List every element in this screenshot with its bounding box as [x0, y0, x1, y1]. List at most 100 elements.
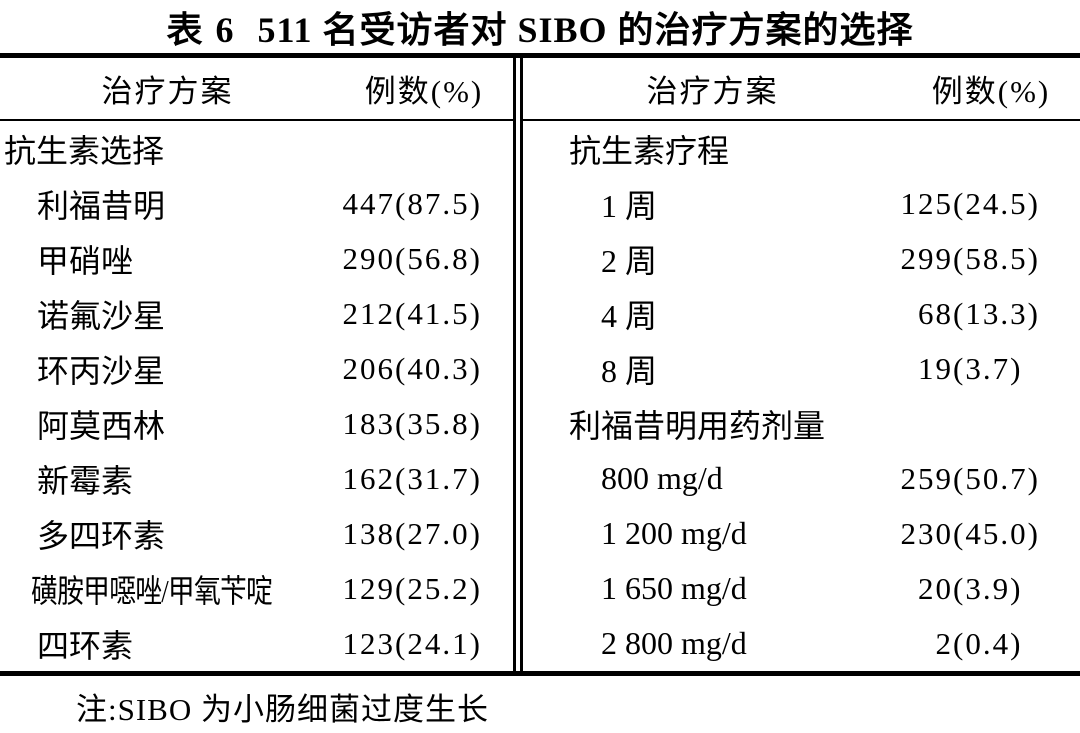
row-value: 20 (3.9)	[896, 571, 1071, 607]
table-row: 新霉素 162 (31.7)	[0, 451, 513, 506]
table-row: 1 200 mg/d 230 (45.0)	[523, 506, 1080, 561]
row-value: 129 (25.2)	[338, 571, 513, 607]
row-value: 138 (27.0)	[338, 516, 513, 552]
row-count: 206	[342, 350, 395, 386]
row-count: 259	[900, 460, 953, 496]
row-count: 183	[342, 405, 395, 441]
row-pct: (40.3)	[395, 350, 482, 386]
row-label: 环丙沙星	[37, 352, 166, 389]
row-label: 4 周	[601, 297, 658, 334]
row-count: 230	[900, 515, 953, 551]
col-header-cases: 例数(%)	[931, 74, 1051, 109]
row-count: 20	[918, 570, 953, 606]
row-label: 多四环素	[37, 517, 166, 554]
row-count: 138	[342, 515, 395, 551]
row-label: 磺胺甲噁唑/甲氧苄啶	[31, 572, 273, 609]
row-value: 19 (3.7)	[896, 351, 1071, 387]
row-count: 19	[918, 350, 953, 386]
category-row: 抗生素选择	[0, 121, 513, 176]
right-header-row: 治疗方案 例数(%)	[523, 58, 1080, 121]
row-label: 甲硝唑	[37, 242, 134, 279]
row-pct: (41.5)	[395, 295, 482, 331]
table-row: 甲硝唑 290 (56.8)	[0, 231, 513, 286]
row-value: 125 (24.5)	[896, 186, 1071, 222]
right-panel: 治疗方案 例数(%) 抗生素疗程 1 周 125 (24.5) 2 周	[523, 58, 1080, 671]
row-count: 68	[918, 295, 953, 331]
row-count: 123	[342, 625, 395, 661]
row-pct: (27.0)	[395, 515, 482, 551]
row-label: 1 200 mg/d	[601, 515, 747, 551]
table-row: 8 周 19 (3.7)	[523, 341, 1080, 396]
row-value: 230 (45.0)	[896, 516, 1071, 552]
right-body: 抗生素疗程 1 周 125 (24.5) 2 周 299 (58.5)	[523, 121, 1080, 671]
row-count: 299	[900, 240, 953, 276]
row-pct: (0.4)	[953, 625, 1023, 661]
row-pct: (87.5)	[395, 185, 482, 221]
row-label: 阿莫西林	[37, 407, 166, 444]
row-label: 抗生素选择	[4, 132, 165, 169]
row-pct: (25.2)	[395, 570, 482, 606]
row-pct: (50.7)	[953, 460, 1040, 496]
table-row: 4 周 68 (13.3)	[523, 286, 1080, 341]
row-label: 1 650 mg/d	[601, 570, 747, 606]
row-pct: (13.3)	[953, 295, 1040, 331]
table-row: 2 800 mg/d 2 (0.4)	[523, 616, 1080, 671]
row-count: 129	[342, 570, 395, 606]
row-value: 68 (13.3)	[896, 296, 1071, 332]
row-label: 8 周	[601, 352, 658, 389]
table-row: 利福昔明 447 (87.5)	[0, 176, 513, 231]
row-count: 447	[342, 185, 395, 221]
row-value: 259 (50.7)	[896, 461, 1071, 497]
row-count: 2	[935, 625, 953, 661]
row-pct: (3.9)	[953, 570, 1023, 606]
table-row: 环丙沙星 206 (40.3)	[0, 341, 513, 396]
row-label: 利福昔明用药剂量	[569, 407, 826, 444]
left-body: 抗生素选择 利福昔明 447 (87.5) 甲硝唑 290 (56.8)	[0, 121, 513, 671]
row-pct: (35.8)	[395, 405, 482, 441]
table-row: 多四环素 138 (27.0)	[0, 506, 513, 561]
table-row: 2 周 299 (58.5)	[523, 231, 1080, 286]
row-value: 2 (0.4)	[896, 626, 1071, 662]
row-value: 212 (41.5)	[338, 296, 513, 332]
category-row: 抗生素疗程	[523, 121, 1080, 176]
row-label: 抗生素疗程	[569, 132, 730, 169]
row-pct: (31.7)	[395, 460, 482, 496]
row-value: 447 (87.5)	[338, 186, 513, 222]
row-label: 800 mg/d	[601, 460, 723, 496]
table-row: 1 650 mg/d 20 (3.9)	[523, 561, 1080, 616]
row-pct: (45.0)	[953, 515, 1040, 551]
row-count: 125	[900, 185, 953, 221]
row-value: 162 (31.7)	[338, 461, 513, 497]
table-row: 800 mg/d 259 (50.7)	[523, 451, 1080, 506]
row-value: 183 (35.8)	[338, 406, 513, 442]
row-label: 新霉素	[37, 462, 134, 499]
col-header-plan: 治疗方案	[101, 74, 234, 109]
left-panel: 治疗方案 例数(%) 抗生素选择 利福昔明 447 (87.5) 甲硝唑	[0, 58, 513, 671]
row-label: 利福昔明	[37, 187, 166, 224]
table-number: 表 6	[166, 9, 236, 50]
row-count: 290	[342, 240, 395, 276]
col-header-plan: 治疗方案	[646, 74, 779, 109]
row-count: 212	[342, 295, 395, 331]
table-row: 诺氟沙星 212 (41.5)	[0, 286, 513, 341]
col-header-cases: 例数(%)	[364, 74, 484, 109]
table-row: 阿莫西林 183 (35.8)	[0, 396, 513, 451]
row-label: 2 周	[601, 242, 658, 279]
table-title-text: 511 名受访者对 SIBO 的治疗方案的选择	[257, 9, 914, 50]
table-row: 磺胺甲噁唑/甲氧苄啶 129 (25.2)	[0, 561, 513, 616]
left-header-row: 治疗方案 例数(%)	[0, 58, 513, 121]
row-label: 2 800 mg/d	[601, 625, 747, 661]
table-title: 表 6 511 名受访者对 SIBO 的治疗方案的选择	[0, 0, 1080, 53]
table-row: 1 周 125 (24.5)	[523, 176, 1080, 231]
category-row: 利福昔明用药剂量	[523, 396, 1080, 451]
row-pct: (3.7)	[953, 350, 1023, 386]
row-pct: (58.5)	[953, 240, 1040, 276]
row-count: 162	[342, 460, 395, 496]
row-value: 290 (56.8)	[338, 241, 513, 277]
column-divider	[513, 58, 523, 671]
row-value: 206 (40.3)	[338, 351, 513, 387]
table-row: 四环素 123 (24.1)	[0, 616, 513, 671]
row-label: 四环素	[37, 627, 134, 664]
row-value: 123 (24.1)	[338, 626, 513, 662]
